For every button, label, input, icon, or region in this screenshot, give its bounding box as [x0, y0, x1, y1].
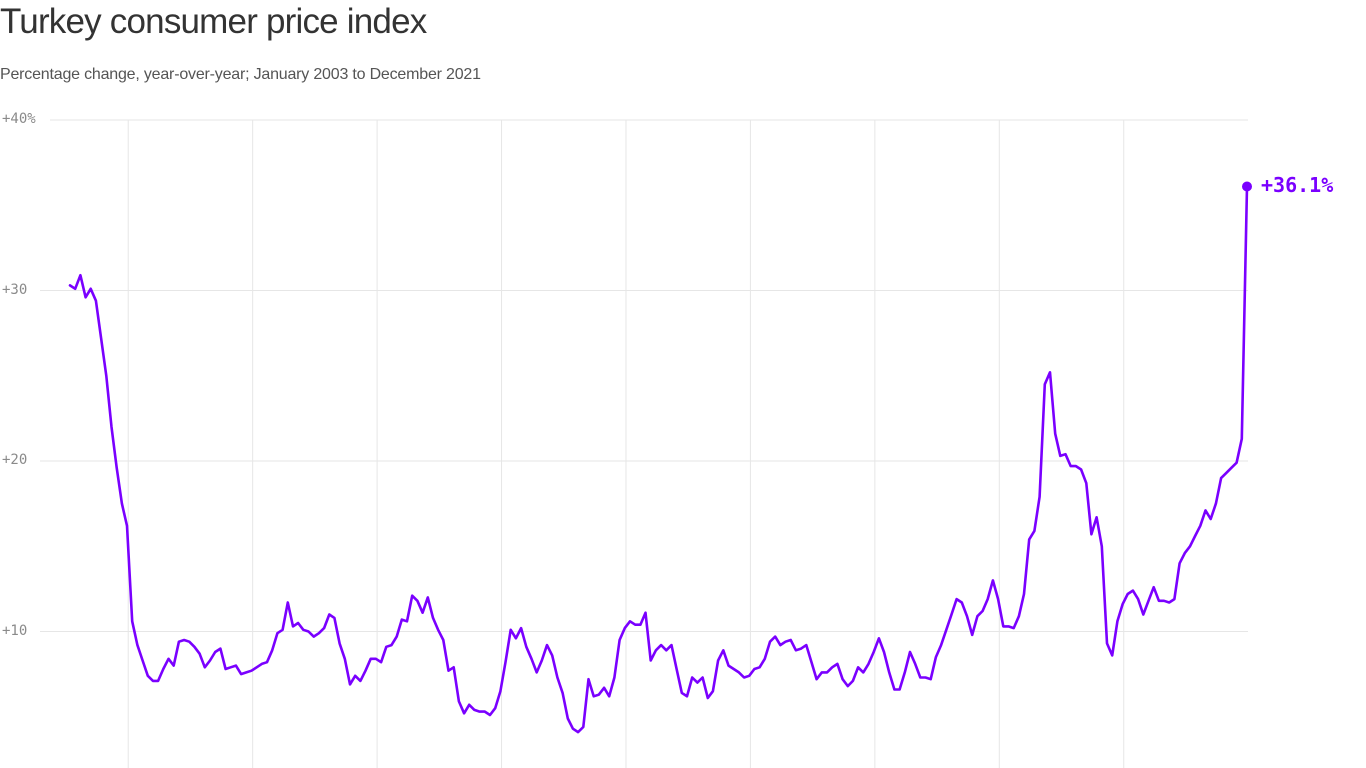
- cpi-series-line: [68, 185, 1249, 734]
- vertical-gridlines: [127, 120, 1125, 768]
- chart-title: Turkey consumer price index: [0, 2, 427, 41]
- y-tick-label: +40%: [2, 111, 36, 127]
- chart-subtitle: Percentage change, year-over-year; Janua…: [0, 66, 481, 83]
- y-tick-label: +20: [2, 452, 28, 468]
- y-tick-label: +10: [2, 622, 28, 639]
- y-tick-label: +30: [2, 281, 28, 298]
- horizontal-gridlines: [40, 119, 1248, 632]
- latest-value-label: +36.1%: [1261, 173, 1334, 198]
- latest-value-marker: [1242, 181, 1252, 192]
